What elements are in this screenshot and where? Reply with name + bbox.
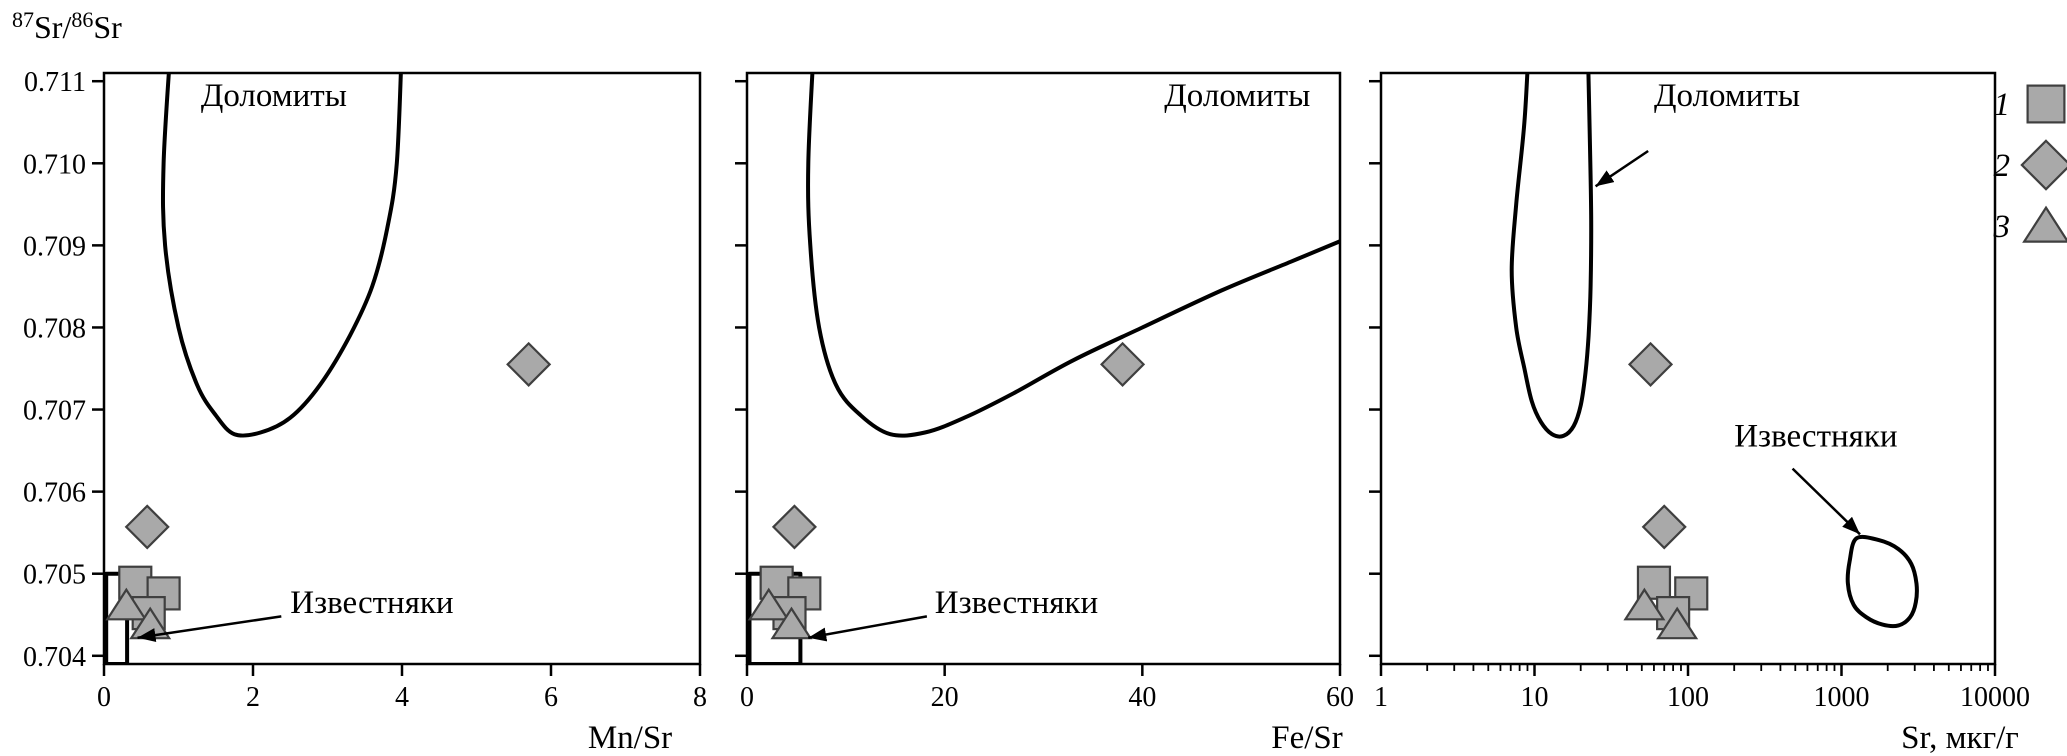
marker-diamond xyxy=(1641,504,1687,550)
x-tick-label: 4 xyxy=(395,682,409,713)
x-tick-label: 0 xyxy=(97,682,111,713)
x-axis-title-mn-sr: Mn/Sr xyxy=(588,720,672,756)
limestones-label: Известняки xyxy=(1734,418,1897,454)
x-tick-label: 8 xyxy=(693,682,707,713)
panel-mn-sr: 0 2 4 6 8 0.704 0.705 0.706 0.707 0.708 0.709 0.710… xyxy=(23,67,707,713)
x-axis-title-sr: Sr, мкг/г xyxy=(1901,720,2019,756)
x-tick-label: 0 xyxy=(740,682,754,713)
legend-label-2: 2 xyxy=(1994,148,2011,184)
x-tick-label: 6 xyxy=(544,682,558,713)
marker-triangle xyxy=(2022,205,2067,243)
legend: 1 2 3 xyxy=(1993,84,2067,245)
marker-triangle xyxy=(105,587,148,621)
limestones-label: Известняки xyxy=(290,585,453,621)
marker-square xyxy=(2026,84,2066,124)
dolomites-label: Доломиты xyxy=(201,78,347,114)
marker-diamond xyxy=(771,504,817,550)
x-tick-label: 10 xyxy=(1521,682,1549,713)
field-outlines xyxy=(748,74,1339,663)
marker-triangle xyxy=(1623,587,1666,621)
x-tick-label: 60 xyxy=(1326,682,1354,713)
x-axis-title-fe-sr: Fe/Sr xyxy=(1271,720,1343,756)
limestones-label-arrow xyxy=(137,615,282,643)
marker-diamond xyxy=(2020,139,2067,191)
marker-diamond xyxy=(1627,341,1674,387)
series-2-diamond xyxy=(771,341,1146,550)
x-tick-label: 40 xyxy=(1128,682,1156,713)
marker-triangle xyxy=(747,587,790,621)
series-3-triangle xyxy=(1623,587,1699,640)
limestones-label-arrow xyxy=(1791,467,1861,536)
panel-fe-sr: 0 20 40 60 Доломиты Известняки xyxy=(735,71,1354,713)
dolomites-label-arrow xyxy=(1594,149,1649,188)
dolomites-field-outline xyxy=(806,74,1339,438)
x-tick-label: 1000 xyxy=(1814,682,1870,713)
series-2-diamond xyxy=(124,341,552,550)
y-tick-label: 0.706 xyxy=(23,478,86,509)
dolomites-field-outline xyxy=(1509,74,1594,439)
series-3-triangle xyxy=(747,587,813,640)
limestones-label: Известняки xyxy=(935,585,1098,621)
y-tick-label: 0.707 xyxy=(23,396,86,427)
marker-triangle xyxy=(1656,606,1699,640)
legend-label-1: 1 xyxy=(1994,87,2011,123)
plot-border xyxy=(745,71,1342,666)
y-tick-label: 0.708 xyxy=(23,313,86,344)
x-tick-label: 2 xyxy=(246,682,260,713)
y-tick-label: 0.711 xyxy=(24,67,86,98)
marker-diamond xyxy=(124,504,170,550)
y-axis-title: 87Sr/86Sr xyxy=(12,7,122,45)
limestones-field-outline xyxy=(1845,534,1919,629)
marker-diamond xyxy=(1100,341,1146,387)
y-tick-label: 0.704 xyxy=(23,642,86,673)
limestones-label-arrow xyxy=(808,615,928,642)
series-2-diamond xyxy=(1627,341,1687,550)
dolomites-field-outline xyxy=(160,74,403,438)
y-tick-label: 0.705 xyxy=(23,560,86,591)
y-tick-label: 0.710 xyxy=(23,149,86,180)
dolomites-label: Доломиты xyxy=(1654,78,1800,114)
panel-sr: 1 10 100 1000 10000 Доломиты Известняки xyxy=(1369,71,2030,713)
legend-label-3: 3 xyxy=(1993,209,2011,245)
marker-square xyxy=(1674,576,1709,611)
marker-triangle xyxy=(770,606,813,640)
limestones-field-outline xyxy=(748,571,803,663)
x-tick-label: 100 xyxy=(1667,682,1709,713)
x-tick-label: 1 xyxy=(1374,682,1388,713)
x-tick-label: 10000 xyxy=(1960,682,2030,713)
field-outlines xyxy=(1509,74,1919,629)
dolomites-label: Доломиты xyxy=(1164,78,1310,114)
x-tick-label: 20 xyxy=(931,682,959,713)
marker-diamond xyxy=(506,341,552,387)
y-tick-label: 0.709 xyxy=(23,231,86,262)
